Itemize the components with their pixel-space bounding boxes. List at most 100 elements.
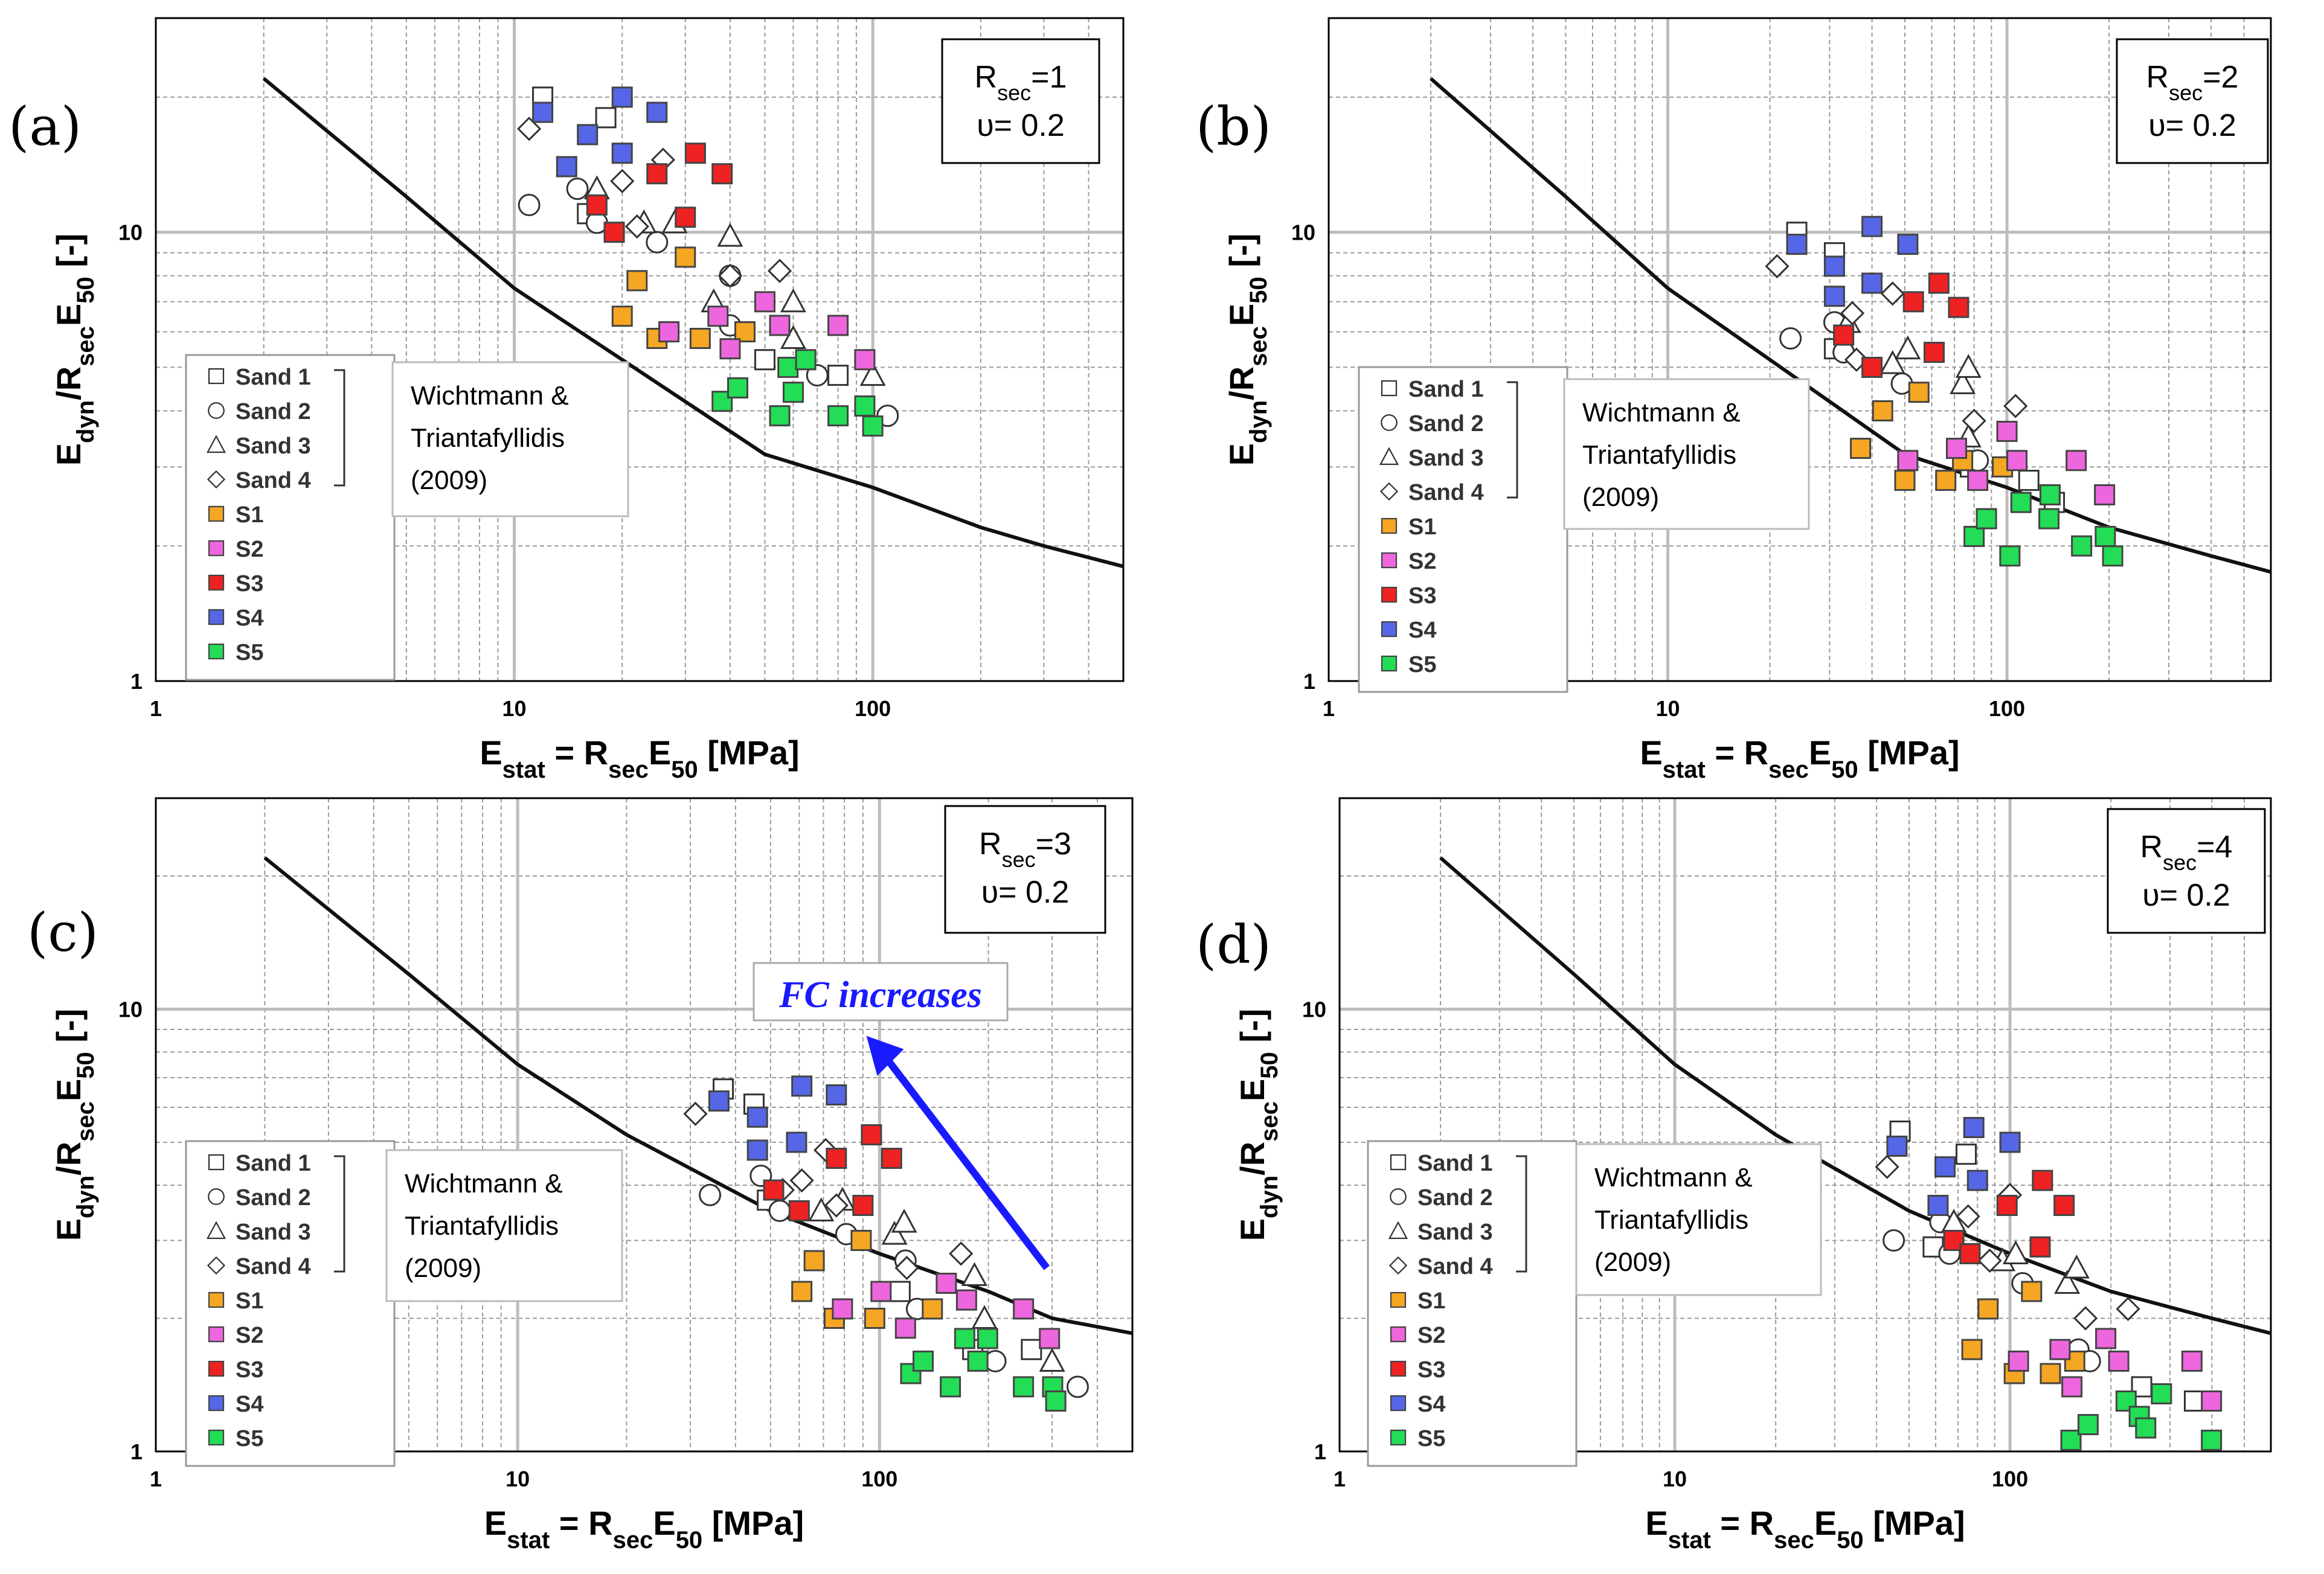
data-point <box>683 1101 708 1126</box>
x-tick-label: 100 <box>1989 696 2025 721</box>
legend-label: S4 <box>1408 618 1436 643</box>
series-s1 <box>611 246 756 350</box>
data-point <box>746 1139 768 1161</box>
reference-curve <box>262 77 1124 569</box>
legend-label: Sand 1 <box>236 1151 311 1176</box>
data-point <box>824 1193 849 1218</box>
data-point <box>2135 1417 2157 1439</box>
data-point <box>1861 272 1883 294</box>
data-point <box>1902 291 1924 313</box>
panel-a: 1 10 100 1 10 Estat = RsecE50 [MPa] Edyn/RsecE… <box>8 17 1125 783</box>
legend-marker <box>1390 1395 1407 1412</box>
data-point <box>1833 324 1855 346</box>
x-tick-label: 1 <box>1334 1467 1346 1491</box>
data-point <box>791 1281 813 1302</box>
poisson-label: υ= 0.2 <box>2142 878 2230 913</box>
data-point <box>827 315 849 336</box>
data-point <box>1039 1328 1061 1349</box>
legend: Sand 1 Sand 2 Sand 3 Sand 4 S1 S2 S3 S4 S5 Wichtm… <box>1358 366 1810 693</box>
data-point <box>861 1124 882 1146</box>
legend-label: S5 <box>236 640 263 665</box>
legend-label: S1 <box>1408 514 1436 540</box>
legend-label: S3 <box>1417 1357 1445 1383</box>
legend-label: Sand 4 <box>236 1254 311 1279</box>
data-point <box>1934 1156 1956 1178</box>
data-point <box>961 1262 987 1287</box>
data-point <box>826 1084 847 1105</box>
data-point <box>2066 450 2087 472</box>
legend-marker <box>1381 552 1398 569</box>
legend-label: Sand 3 <box>236 433 311 459</box>
series-s2 <box>658 291 876 371</box>
data-point <box>827 405 849 427</box>
data-point <box>1045 1390 1067 1412</box>
legend-label: S2 <box>1408 549 1436 574</box>
data-point <box>1955 354 1982 378</box>
annotation-text: FC increases <box>778 974 982 1016</box>
series-sand-3 <box>808 1186 1065 1372</box>
legend-marker <box>208 1360 225 1377</box>
data-point <box>1013 1376 1035 1398</box>
data-point <box>684 142 706 164</box>
data-point <box>1883 1229 1905 1252</box>
data-point <box>646 101 668 123</box>
data-point <box>971 1305 998 1329</box>
data-point <box>1908 382 1930 403</box>
reference-curve <box>1439 856 2271 1336</box>
data-point <box>2094 525 2116 547</box>
y-axis-label: Edyn/RsecE50 [-] <box>1222 234 1272 466</box>
legend-marker <box>207 470 226 489</box>
data-point <box>808 1197 835 1221</box>
legend-label: S2 <box>236 537 263 562</box>
data-point <box>854 395 876 417</box>
legend-marker <box>208 540 225 557</box>
data-point <box>2063 1254 2090 1279</box>
annotation-arrow <box>880 1052 1050 1270</box>
data-point <box>1999 545 2021 567</box>
data-point <box>624 214 649 239</box>
poisson-label: υ= 0.2 <box>977 108 1065 143</box>
data-point <box>1013 1298 1035 1320</box>
series-s2 <box>1897 420 2116 506</box>
data-point <box>864 1307 885 1329</box>
data-point <box>1021 1339 1042 1360</box>
legend-label: Sand 4 <box>236 468 311 493</box>
data-point <box>859 362 886 386</box>
legend-label: S5 <box>1417 1426 1445 1451</box>
reference-label-box <box>1575 1143 1822 1296</box>
data-point <box>1956 1144 1977 1165</box>
data-point <box>699 1183 722 1206</box>
legend-marker <box>208 643 225 660</box>
legend-marker <box>206 1221 226 1240</box>
reference-label-line: (2009) <box>411 465 487 495</box>
data-point <box>2018 470 2040 491</box>
y-axis-label: Edyn/RsecE50 [-] <box>1233 1009 1283 1241</box>
legend-label: Sand 2 <box>1408 411 1484 437</box>
data-point <box>532 101 554 123</box>
data-point <box>595 107 617 129</box>
data-point <box>795 349 817 371</box>
plot-frame <box>1338 797 2272 1453</box>
data-point <box>518 194 541 217</box>
data-point <box>786 1131 807 1153</box>
legend-label: Sand 2 <box>236 1185 311 1211</box>
legend-marker <box>1388 1221 1408 1240</box>
data-point <box>1956 1204 1980 1229</box>
data-point <box>763 1179 785 1201</box>
data-point <box>1875 1154 1899 1179</box>
data-point <box>1927 1195 1949 1217</box>
legend-marker <box>208 1291 225 1308</box>
data-point <box>1765 254 1790 279</box>
data-point <box>1946 438 1968 459</box>
data-point <box>832 1298 853 1320</box>
legend-bracket <box>334 369 345 487</box>
series-s1 <box>1961 1281 2085 1384</box>
legend-label: Sand 3 <box>236 1220 311 1245</box>
data-point <box>827 365 849 386</box>
data-point <box>727 377 748 398</box>
series-sand-4 <box>683 1101 974 1281</box>
data-point <box>2095 1328 2117 1349</box>
reference-label-line: Triantafyllidis <box>1594 1205 1748 1235</box>
reference-label-line: Triantafyllidis <box>411 423 565 453</box>
data-point <box>889 1281 911 1302</box>
